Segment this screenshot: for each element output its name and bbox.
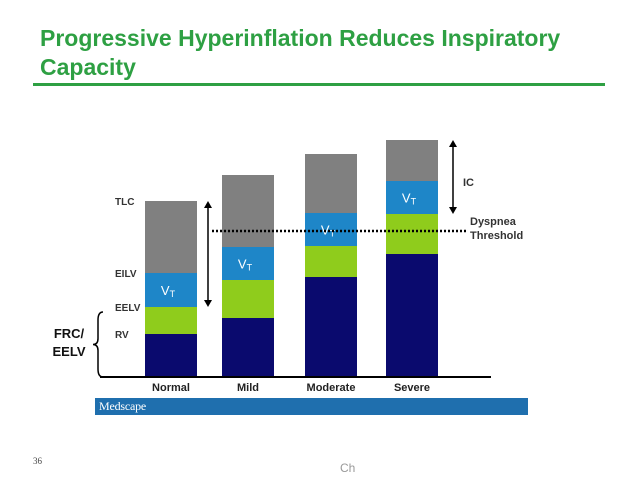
ic-label: IC xyxy=(463,177,474,189)
bar-segment-mild-irv xyxy=(222,175,274,247)
bar-segment-moderate-erv xyxy=(305,246,357,277)
threshold-label: Threshold xyxy=(470,230,523,242)
bar-segment-moderate-rv xyxy=(305,277,357,377)
category-label-normal: Normal xyxy=(152,382,190,394)
bar-segment-mild-rv xyxy=(222,318,274,377)
bar-segment-mild-vt xyxy=(222,247,274,280)
bar-segment-mild-erv xyxy=(222,280,274,318)
slide-title: Progressive Hyperinflation Reduces Inspi… xyxy=(40,25,561,80)
normal-ic-arrow-head-bottom xyxy=(204,300,212,307)
category-label-moderate: Moderate xyxy=(307,382,356,394)
left-label-eilv: EILV xyxy=(115,269,137,280)
normal-ic-arrow-head-top xyxy=(204,201,212,208)
frc-label: FRC/ xyxy=(54,326,85,341)
left-label-eelv: EELV xyxy=(115,303,141,314)
title-underline xyxy=(33,83,605,86)
severe-ic-arrow-head-top xyxy=(449,140,457,147)
medscape-banner: Medscape xyxy=(95,398,528,415)
footer-text: Ch xyxy=(340,461,356,475)
dyspnea-label: Dyspnea xyxy=(470,216,517,228)
bar-segment-severe-vt xyxy=(386,181,438,214)
bar-segment-normal-rv xyxy=(145,334,197,377)
bar-segment-severe-rv xyxy=(386,254,438,377)
frc-bracket xyxy=(92,311,104,378)
severe-ic-arrow-head-bottom xyxy=(449,207,457,214)
medscape-logo: Medscape xyxy=(99,399,147,413)
bar-segment-normal-erv xyxy=(145,307,197,334)
bar-segment-moderate-irv xyxy=(305,154,357,213)
left-label-rv: RV xyxy=(115,330,129,341)
bar-segment-severe-irv xyxy=(386,140,438,181)
bar-segment-normal-vt xyxy=(145,273,197,307)
eelv-label: EELV xyxy=(53,344,86,359)
left-label-tlc: TLC xyxy=(115,197,134,208)
bar-segment-severe-erv xyxy=(386,214,438,254)
category-label-severe: Severe xyxy=(394,382,430,394)
slide-number: 36 xyxy=(33,456,42,466)
category-label-mild: Mild xyxy=(237,382,259,394)
bar-segment-normal-irv xyxy=(145,201,197,273)
bar-segment-moderate-vt xyxy=(305,213,357,246)
